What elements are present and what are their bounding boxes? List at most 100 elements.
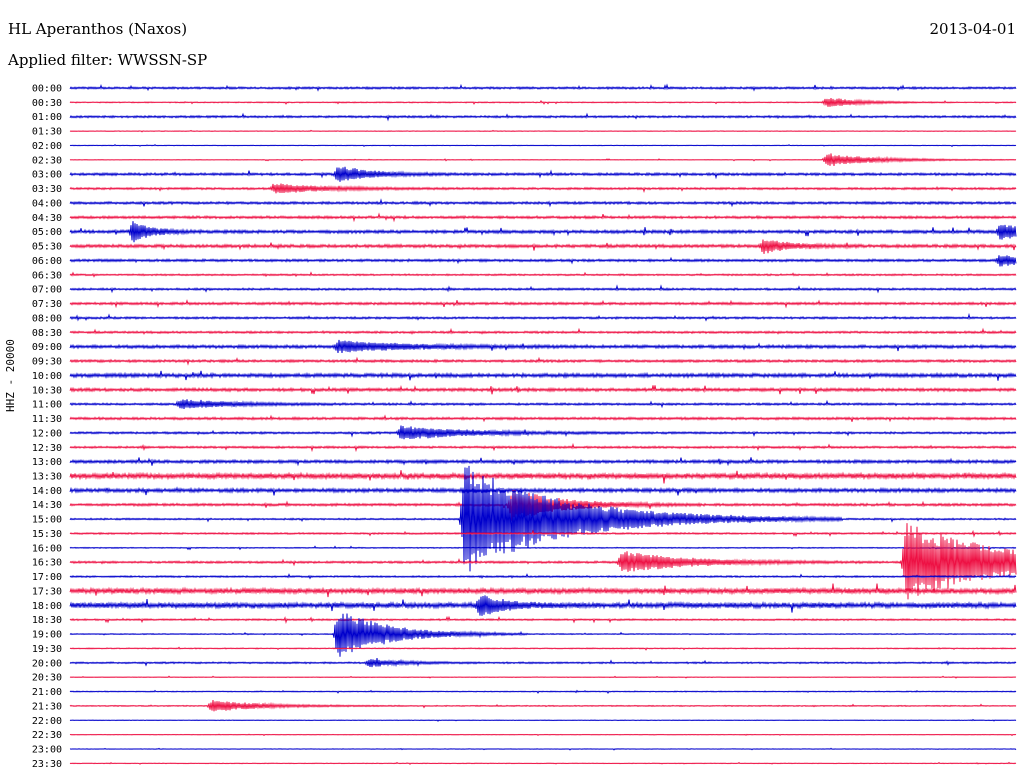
time-tick-label: 08:30 xyxy=(32,328,62,339)
trace-line xyxy=(69,425,1017,440)
trace-line xyxy=(69,312,1017,322)
trace-line xyxy=(69,399,1017,410)
time-tick-label: 20:30 xyxy=(32,673,62,684)
time-tick-label: 07:30 xyxy=(32,299,62,310)
trace-line xyxy=(69,356,1017,366)
trace-line xyxy=(69,675,1017,679)
trace-line xyxy=(69,183,1017,194)
trace-line xyxy=(69,657,1017,668)
trace-line xyxy=(69,486,1017,496)
time-tick-label: 18:00 xyxy=(32,601,62,612)
time-tick-label: 15:00 xyxy=(32,515,62,526)
time-tick-label: 19:00 xyxy=(32,630,62,641)
time-tick-label: 13:30 xyxy=(32,471,62,482)
trace-line xyxy=(69,442,1017,453)
trace-line xyxy=(69,718,1017,722)
station-title: HL Aperanthos (Naxos) xyxy=(8,20,188,38)
trace-line xyxy=(69,255,1017,267)
trace-line xyxy=(69,414,1017,423)
time-tick-label: 00:00 xyxy=(32,84,62,95)
trace-line xyxy=(69,339,1017,354)
time-tick-label: 12:30 xyxy=(32,443,62,454)
time-tick-label: 14:30 xyxy=(32,500,62,511)
trace-line xyxy=(69,583,1017,598)
time-tick-label: 02:00 xyxy=(32,141,62,152)
time-tick-label: 07:00 xyxy=(32,285,62,296)
trace-line xyxy=(69,239,1017,254)
trace-line xyxy=(69,112,1017,122)
time-tick-label: 14:00 xyxy=(32,486,62,497)
time-tick-label: 16:30 xyxy=(32,558,62,569)
trace-line xyxy=(69,747,1017,751)
time-tick-label: 20:00 xyxy=(32,658,62,669)
trace-line xyxy=(69,761,1017,765)
trace-line xyxy=(69,271,1017,278)
trace-line xyxy=(69,212,1017,223)
trace-line xyxy=(69,465,1017,572)
trace-line xyxy=(69,523,1017,600)
time-tick-label: 08:00 xyxy=(32,313,62,324)
y-axis-label: HHZ - 20000 xyxy=(4,339,17,412)
time-tick-label: 18:30 xyxy=(32,615,62,626)
time-tick-label: 01:30 xyxy=(32,127,62,138)
time-tick-label: 17:00 xyxy=(32,572,62,583)
time-tick-label: 22:00 xyxy=(32,716,62,727)
time-tick-label: 04:30 xyxy=(32,213,62,224)
trace-line xyxy=(69,299,1017,309)
trace-line xyxy=(69,98,1017,107)
time-tick-label: 05:30 xyxy=(32,242,62,253)
time-tick-label: 11:00 xyxy=(32,400,62,411)
time-tick-label: 19:30 xyxy=(32,644,62,655)
time-tick-label: 05:00 xyxy=(32,227,62,238)
trace-line xyxy=(69,613,1017,657)
time-tick-label: 09:30 xyxy=(32,357,62,368)
trace-line xyxy=(69,327,1017,335)
trace-line xyxy=(69,699,1017,712)
trace-line xyxy=(69,595,1017,616)
time-tick-label: 00:30 xyxy=(32,98,62,109)
trace-line xyxy=(69,83,1017,92)
time-tick-label: 22:30 xyxy=(32,730,62,741)
time-tick-label: 01:00 xyxy=(32,112,62,123)
trace-line xyxy=(69,689,1017,695)
trace-line xyxy=(69,143,1017,148)
filter-label: Applied filter: WWSSN-SP xyxy=(8,51,208,69)
trace-line xyxy=(69,733,1017,737)
time-tick-label: 11:30 xyxy=(32,414,62,425)
trace-line xyxy=(69,470,1017,484)
trace-line xyxy=(69,529,1017,538)
time-tick-label: 17:30 xyxy=(32,586,62,597)
trace-line xyxy=(69,370,1017,381)
trace-line xyxy=(69,166,1017,182)
trace-line xyxy=(69,545,1017,551)
time-tick-label: 04:00 xyxy=(32,198,62,209)
time-tick-label: 21:30 xyxy=(32,701,62,712)
trace-line xyxy=(69,198,1017,208)
trace-line xyxy=(69,153,1017,166)
time-tick-label: 06:30 xyxy=(32,270,62,281)
time-tick-label: 15:30 xyxy=(32,529,62,540)
trace-line xyxy=(69,221,1017,243)
trace-line xyxy=(69,284,1017,294)
trace-line xyxy=(69,457,1017,467)
trace-line xyxy=(69,646,1017,651)
time-tick-label: 21:00 xyxy=(32,687,62,698)
trace-line xyxy=(69,385,1017,395)
trace-line xyxy=(69,615,1017,624)
time-tick-label: 03:00 xyxy=(32,170,62,181)
time-tick-label: 12:00 xyxy=(32,428,62,439)
time-tick-label: 10:00 xyxy=(32,371,62,382)
time-tick-label: 13:00 xyxy=(32,457,62,468)
trace-line xyxy=(69,129,1017,133)
time-tick-label: 06:00 xyxy=(32,256,62,267)
time-tick-label: 16:00 xyxy=(32,543,62,554)
time-tick-label: 10:30 xyxy=(32,385,62,396)
date-label: 2013-04-01 xyxy=(929,20,1016,38)
time-tick-label: 23:30 xyxy=(32,759,62,770)
time-tick-label: 09:00 xyxy=(32,342,62,353)
time-tick-label: 02:30 xyxy=(32,155,62,166)
trace-line xyxy=(69,573,1017,580)
time-tick-label: 03:30 xyxy=(32,184,62,195)
time-tick-label: 23:00 xyxy=(32,745,62,756)
